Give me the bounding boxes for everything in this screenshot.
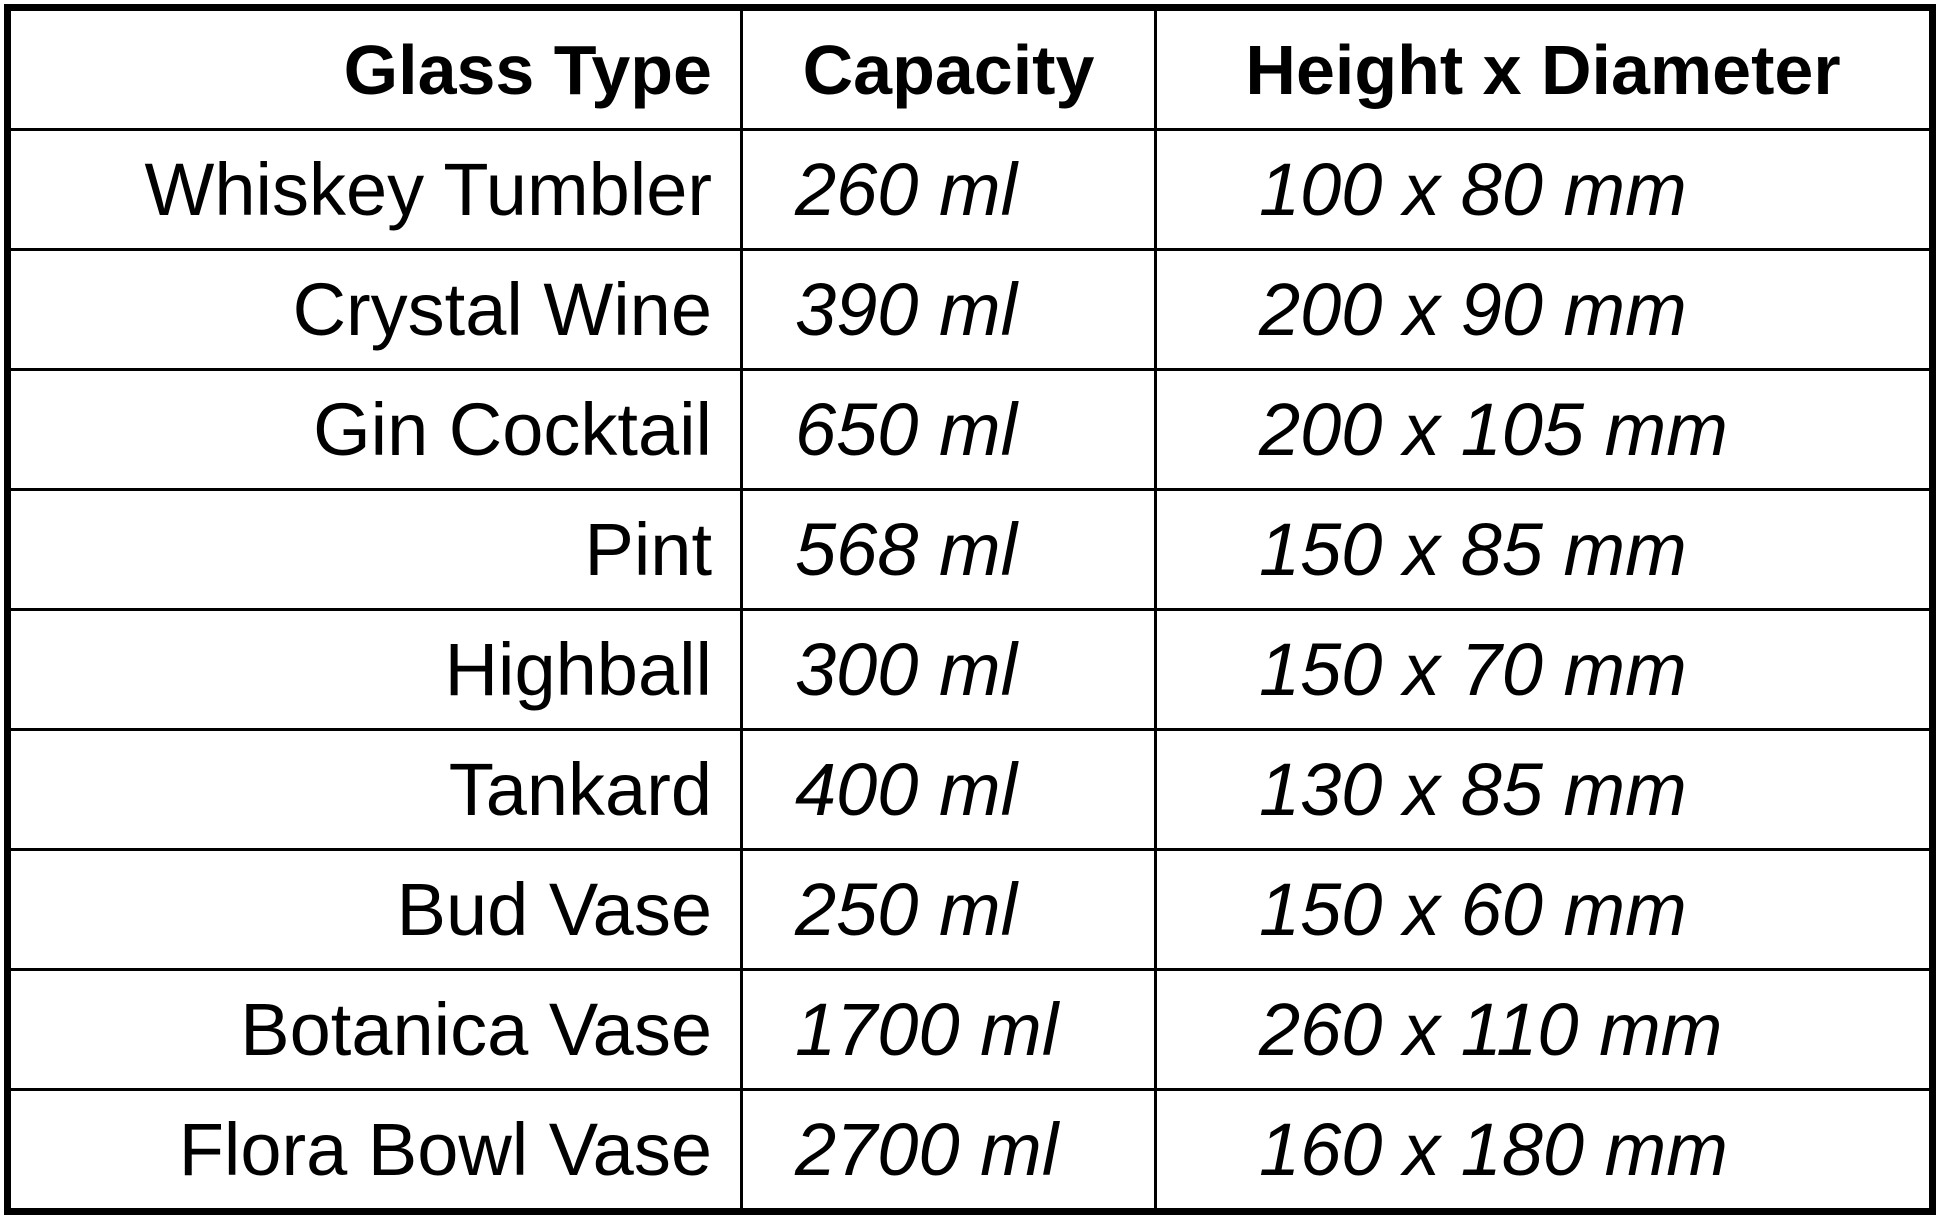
- table-row: Pint 568 ml 150 x 85 mm: [6, 488, 1934, 611]
- glass-type-cell: Flora Bowl Vase: [6, 1088, 743, 1213]
- dimensions-cell: 100 x 80 mm: [1154, 128, 1934, 251]
- header-capacity: Capacity: [740, 6, 1157, 131]
- dimensions-cell: 260 x 110 mm: [1154, 968, 1934, 1091]
- table-row: Gin Cocktail 650 ml 200 x 105 mm: [6, 368, 1934, 491]
- table-row: Bud Vase 250 ml 150 x 60 mm: [6, 848, 1934, 971]
- header-height-diameter: Height x Diameter: [1154, 6, 1934, 131]
- dimensions-cell: 200 x 105 mm: [1154, 368, 1934, 491]
- dimensions-cell: 150 x 70 mm: [1154, 608, 1934, 731]
- dimensions-cell: 130 x 85 mm: [1154, 728, 1934, 851]
- glass-type-cell: Crystal Wine: [6, 248, 743, 371]
- capacity-cell: 568 ml: [740, 488, 1157, 611]
- glass-type-cell: Pint: [6, 488, 743, 611]
- capacity-cell: 400 ml: [740, 728, 1157, 851]
- table-row: Highball 300 ml 150 x 70 mm: [6, 608, 1934, 731]
- dimensions-cell: 150 x 60 mm: [1154, 848, 1934, 971]
- capacity-cell: 300 ml: [740, 608, 1157, 731]
- glass-type-cell: Whiskey Tumbler: [6, 128, 743, 251]
- glass-specs-table: Glass Type Capacity Height x Diameter Wh…: [4, 4, 1936, 1215]
- capacity-cell: 390 ml: [740, 248, 1157, 371]
- table-row: Whiskey Tumbler 260 ml 100 x 80 mm: [6, 128, 1934, 251]
- glass-type-cell: Bud Vase: [6, 848, 743, 971]
- table-row: Flora Bowl Vase 2700 ml 160 x 180 mm: [6, 1088, 1934, 1213]
- glass-type-cell: Tankard: [6, 728, 743, 851]
- dimensions-cell: 200 x 90 mm: [1154, 248, 1934, 371]
- table-row: Botanica Vase 1700 ml 260 x 110 mm: [6, 968, 1934, 1091]
- capacity-cell: 650 ml: [740, 368, 1157, 491]
- table-row: Crystal Wine 390 ml 200 x 90 mm: [6, 248, 1934, 371]
- glass-type-cell: Highball: [6, 608, 743, 731]
- table-row: Tankard 400 ml 130 x 85 mm: [6, 728, 1934, 851]
- capacity-cell: 250 ml: [740, 848, 1157, 971]
- capacity-cell: 1700 ml: [740, 968, 1157, 1091]
- header-glass-type: Glass Type: [6, 6, 743, 131]
- glass-type-cell: Gin Cocktail: [6, 368, 743, 491]
- capacity-cell: 2700 ml: [740, 1088, 1157, 1213]
- capacity-cell: 260 ml: [740, 128, 1157, 251]
- glass-type-cell: Botanica Vase: [6, 968, 743, 1091]
- dimensions-cell: 150 x 85 mm: [1154, 488, 1934, 611]
- header-row: Glass Type Capacity Height x Diameter: [6, 6, 1934, 131]
- dimensions-cell: 160 x 180 mm: [1154, 1088, 1934, 1213]
